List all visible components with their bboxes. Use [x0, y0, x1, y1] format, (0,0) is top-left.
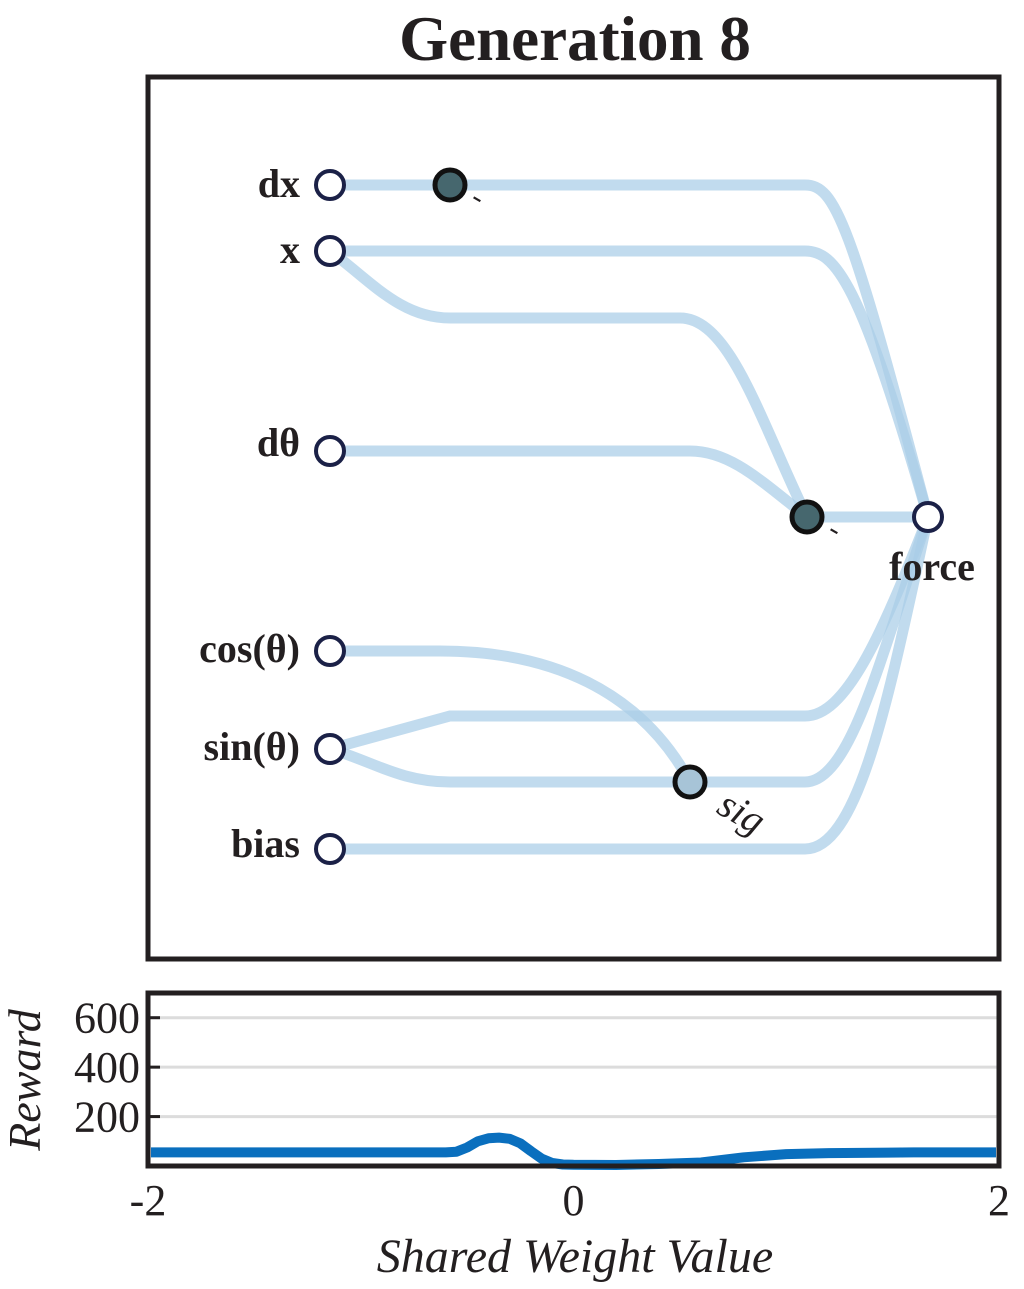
- connection-bias-to-force: [324, 511, 934, 855]
- x-tick-label: 0: [563, 1176, 585, 1225]
- input-label-x: x: [280, 227, 300, 272]
- series-line-reward: [151, 1132, 996, 1170]
- input-label-sintheta: sin(θ): [204, 724, 300, 769]
- input-label-dtheta: dθ: [257, 420, 300, 465]
- chart-frame: [145, 990, 1002, 1169]
- input-node-dtheta: dθ: [257, 420, 346, 467]
- connection-x-to-force: [324, 245, 934, 523]
- connection-dtheta-to-hidden: [324, 445, 813, 523]
- input-node-dx-marker: [314, 169, 346, 201]
- output-node-force: force: [889, 501, 975, 589]
- chart-background: [148, 993, 999, 1166]
- input-node-bias-marker: [314, 833, 346, 865]
- connection-x-to-hidden: [324, 245, 813, 523]
- y-axis-label: Reward: [0, 1008, 50, 1151]
- output-node-force-marker: [912, 501, 944, 533]
- input-label-dx: dx: [258, 161, 300, 206]
- input-node-costheta: cos(θ): [199, 626, 346, 671]
- output-label-force: force: [889, 544, 975, 589]
- input-node-costheta-marker: [314, 635, 346, 667]
- x-tick-label: 2: [988, 1176, 1010, 1225]
- x-ticks: -2 0 2: [130, 1176, 1010, 1225]
- hidden-node-3-marker: [672, 764, 708, 800]
- input-node-dx: dx: [258, 161, 346, 206]
- input-label-costheta: cos(θ): [199, 626, 300, 671]
- input-node-x-marker: [314, 235, 346, 267]
- input-node-sintheta-marker: [314, 733, 346, 765]
- network-diagram: dx x dθ cos(θ) sin(θ) bias -: [145, 74, 1002, 962]
- input-node-bias: bias: [231, 821, 346, 866]
- input-node-dtheta-marker: [314, 435, 346, 467]
- connection-costheta-to-sig: [324, 645, 696, 788]
- input-node-x: x: [280, 227, 346, 272]
- y-tick-label: 600: [74, 994, 140, 1043]
- y-tick-label: 200: [74, 1093, 140, 1142]
- hidden-node-2-marker: [789, 499, 825, 535]
- input-node-sintheta: sin(θ): [204, 724, 346, 769]
- figure-title: Generation 8: [399, 4, 751, 74]
- gridlines: [148, 1016, 999, 1119]
- connection-sig-to-force: [684, 511, 934, 788]
- input-label-bias: bias: [231, 821, 300, 866]
- x-axis-label: Shared Weight Value: [377, 1230, 773, 1283]
- y-tick-label: 400: [74, 1043, 140, 1092]
- hidden-node-1-marker: [432, 167, 468, 203]
- x-tick-label: -2: [130, 1176, 167, 1225]
